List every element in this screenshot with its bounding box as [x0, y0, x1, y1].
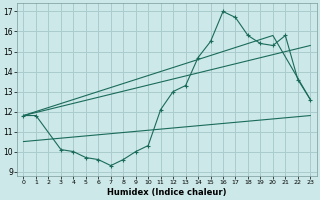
- X-axis label: Humidex (Indice chaleur): Humidex (Indice chaleur): [107, 188, 227, 197]
